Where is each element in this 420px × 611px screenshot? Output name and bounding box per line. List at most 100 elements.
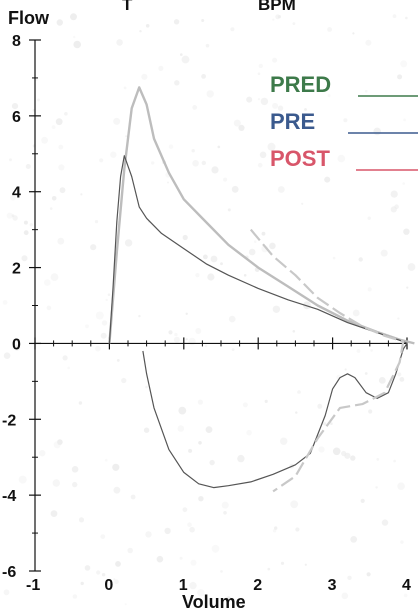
noise-speck [115,561,121,567]
noise-speck [248,248,256,256]
noise-speck [210,255,218,263]
y-tick-label: 6 [12,109,21,126]
noise-speck [272,529,277,533]
noise-speck [168,144,174,149]
noise-speck [138,314,141,318]
noise-speck [274,526,278,530]
noise-speck [400,540,404,544]
noise-speck [366,572,371,577]
noise-speck [304,108,307,111]
noise-speck [67,366,70,370]
noise-speck [73,40,81,49]
noise-speck [397,317,400,320]
noise-speck [246,429,252,436]
noise-speck [267,567,271,571]
noise-speck [376,458,380,461]
noise-speck [114,579,119,584]
noise-speck [205,426,213,433]
noise-speck [72,594,78,599]
noise-speck [318,446,325,453]
noise-speck [192,105,198,110]
noise-speck [344,368,347,371]
noise-speck [272,18,275,21]
y-tick-label: 8 [12,33,21,50]
noise-speck [156,555,164,563]
axes: 8 6 4 2 0 -2 -4 -6 -1 0 1 2 3 4 [2,33,411,594]
noise-speck [55,118,63,126]
noise-speck [37,98,40,102]
noise-speck [187,522,192,527]
noise-speck [260,97,269,106]
noise-speck [145,385,148,389]
noise-speck [205,43,210,48]
noise-speck [99,158,104,163]
noise-speck [100,332,107,339]
noise-speck [402,182,406,185]
y-tick-label: 4 [12,185,21,202]
noise-speck [192,160,199,167]
noise-speck [179,556,183,560]
noise-speck [51,125,56,129]
noise-speck [231,185,239,193]
noise-speck [238,124,245,131]
x-tick-label: 4 [402,577,411,594]
noise-speck [295,527,300,532]
noise-speck [207,273,215,281]
legend-label-pred: PRED [270,72,331,97]
noise-speck [174,80,180,86]
noise-speck [209,459,215,466]
noise-speck [182,507,188,513]
noise-speck [90,244,97,251]
noise-speck [127,547,133,554]
noise-speck [267,142,276,151]
noise-speck [173,336,180,343]
noise-speck [275,14,281,20]
noise-speck [381,519,389,526]
noise-speck [113,486,121,494]
noise-speck [280,437,288,445]
noise-speck [367,287,372,292]
noise-speck [206,90,214,98]
noise-speck [94,220,99,224]
noise-speck [201,74,207,79]
noise-speck [113,117,121,125]
x-tick-label: 0 [104,577,113,594]
noise-speck [110,151,117,158]
x-axis-label: Volume [182,592,246,611]
noise-speck [347,575,352,580]
noise-speck [101,320,108,326]
header-fragment-t: T [122,0,133,14]
noise-speck [101,573,106,577]
noise-speck [173,19,180,25]
noise-speck [80,581,84,586]
y-tick-label: 0 [12,336,21,353]
noise-speck [204,344,208,348]
noise-speck [85,324,89,329]
noise-speck [259,151,267,159]
noise-speck [228,315,236,323]
noise-speck [397,74,403,80]
noise-speck [185,312,188,315]
series-lines [108,86,415,493]
x-tick-label: 3 [328,577,337,594]
noise-speck [21,255,28,262]
noise-speck [57,237,65,245]
noise-speck [124,603,127,606]
noise-speck [393,459,396,463]
noise-speck [211,166,219,174]
noise-speck [373,127,382,136]
noise-speck [64,112,68,116]
noise-speck [58,164,65,171]
noise-speck [181,55,190,64]
noise-speck [104,458,108,462]
noise-speck [116,359,120,362]
noise-speck [246,96,253,103]
noise-speck [13,344,21,351]
noise-speck [198,496,204,502]
noise-speck [191,149,195,153]
noise-speck [18,475,27,484]
noise-speck [227,208,231,212]
legend-label-pre: PRE [270,109,315,134]
noise-speck [189,526,195,533]
noise-speck [317,403,323,409]
